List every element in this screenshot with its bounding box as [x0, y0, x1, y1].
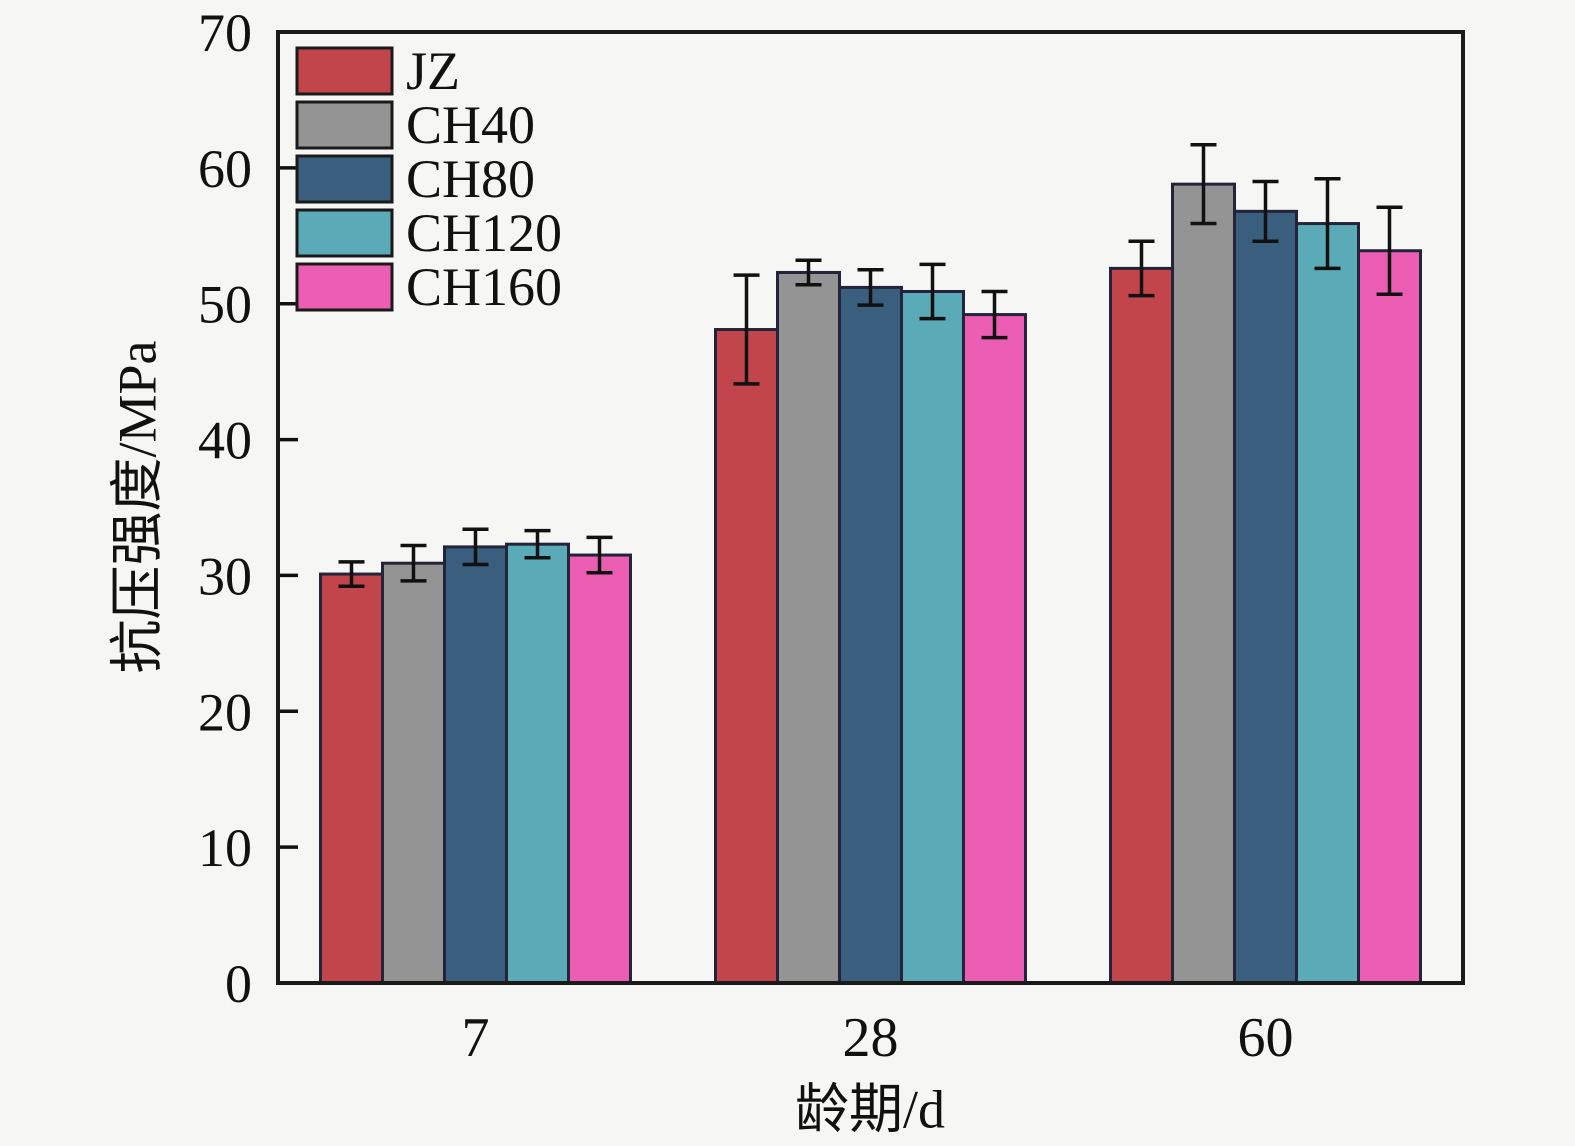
legend-label-CH160: CH160 — [406, 257, 562, 317]
bar-CH160-7d — [567, 553, 632, 985]
plot-frame — [276, 30, 1465, 985]
y-axis-title: 抗压强度/MPa — [107, 340, 168, 674]
y-tick-label: 60 — [198, 139, 252, 199]
legend-swatch-CH120 — [295, 208, 394, 258]
y-tick-label: 50 — [198, 275, 252, 335]
bar-JZ-28d — [714, 328, 779, 985]
legend-swatch-CH160 — [295, 262, 394, 312]
bar-JZ-60d — [1109, 266, 1174, 985]
bar-CH80-28d — [838, 285, 903, 985]
bar-CH160-60d — [1357, 249, 1422, 985]
bar-CH40-60d — [1171, 182, 1236, 985]
legend-swatch-CH40 — [295, 100, 394, 150]
y-tick-label: 40 — [198, 411, 252, 471]
bar-CH120-60d — [1295, 222, 1360, 985]
bar-CH40-28d — [776, 270, 841, 985]
y-tick-label: 70 — [198, 3, 252, 63]
y-tick-label: 20 — [198, 682, 252, 742]
y-tick-label: 0 — [225, 954, 252, 1014]
y-tick-label: 30 — [198, 546, 252, 606]
x-axis-title: 龄期/d — [794, 1079, 946, 1140]
bar-CH120-7d — [505, 542, 570, 985]
bar-CH120-28d — [900, 289, 965, 985]
legend-label-CH120: CH120 — [406, 203, 562, 263]
legend-label-CH40: CH40 — [406, 95, 535, 155]
bar-CH160-28d — [962, 313, 1027, 985]
x-tick-label: 7 — [462, 1007, 490, 1069]
bar-CH80-60d — [1233, 209, 1298, 985]
x-tick-label: 60 — [1238, 1007, 1294, 1069]
bar-JZ-7d — [319, 572, 384, 985]
legend-swatch-JZ — [295, 46, 394, 96]
legend-label-JZ: JZ — [406, 41, 460, 101]
legend-swatch-CH80 — [295, 154, 394, 204]
y-tick-label: 10 — [198, 818, 252, 878]
x-tick-label: 28 — [843, 1007, 899, 1069]
legend-label-CH80: CH80 — [406, 149, 535, 209]
bar-CH80-7d — [443, 545, 508, 985]
bar-CH40-7d — [381, 561, 446, 985]
